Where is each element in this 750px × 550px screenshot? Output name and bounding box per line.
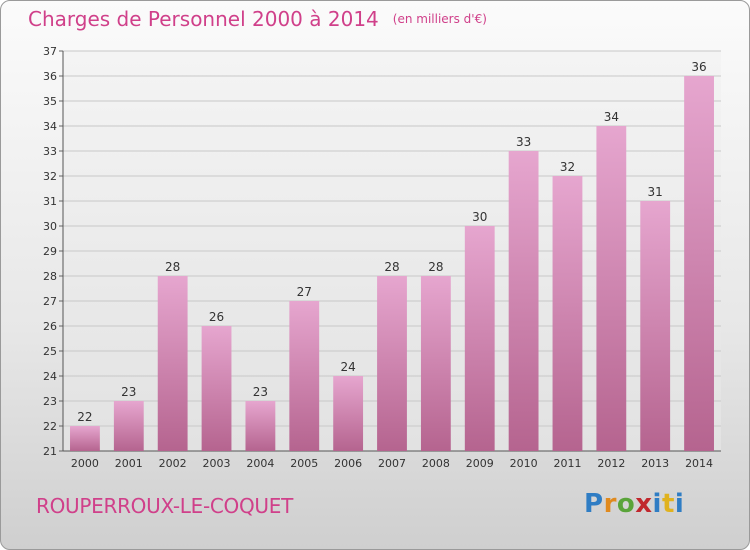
x-tick-label-2003: 2003 bbox=[203, 457, 231, 470]
chart-title: Charges de Personnel 2000 à 2014 (en mill… bbox=[28, 7, 487, 31]
x-tick-label-2007: 2007 bbox=[378, 457, 406, 470]
x-tick-label-2000: 2000 bbox=[71, 457, 99, 470]
commune-name: ROUPERROUX-LE-COQUET bbox=[36, 494, 294, 518]
bar-2011 bbox=[552, 176, 583, 451]
x-tick-label-2006: 2006 bbox=[334, 457, 362, 470]
data-label-2002: 28 bbox=[165, 260, 180, 274]
bar-2001 bbox=[113, 401, 144, 451]
data-label-2003: 26 bbox=[209, 310, 224, 324]
bar-2002 bbox=[157, 276, 188, 451]
x-tick-label-2012: 2012 bbox=[597, 457, 625, 470]
y-tick-label: 29 bbox=[43, 245, 57, 258]
data-label-2014: 36 bbox=[691, 60, 706, 74]
proxiti-logo: Proxiti bbox=[584, 489, 685, 519]
x-tick-label-2002: 2002 bbox=[159, 457, 187, 470]
bar-2012 bbox=[596, 126, 627, 451]
data-label-2008: 28 bbox=[428, 260, 443, 274]
x-tick-label-2009: 2009 bbox=[466, 457, 494, 470]
x-tick-label-2005: 2005 bbox=[290, 457, 318, 470]
x-tick-label-2011: 2011 bbox=[553, 457, 581, 470]
y-tick-label: 21 bbox=[43, 445, 57, 458]
y-tick-label: 25 bbox=[43, 345, 57, 358]
data-label-2010: 33 bbox=[516, 135, 531, 149]
y-tick-label: 35 bbox=[43, 95, 57, 108]
data-label-2013: 31 bbox=[648, 185, 663, 199]
data-label-2012: 34 bbox=[604, 110, 619, 124]
bar-2005 bbox=[289, 301, 320, 451]
bar-2013 bbox=[640, 201, 671, 451]
y-tick-label: 32 bbox=[43, 170, 57, 183]
bar-2000 bbox=[70, 426, 100, 451]
x-tick-label-2014: 2014 bbox=[685, 457, 713, 470]
bar-2007 bbox=[377, 276, 407, 451]
y-tick-label: 33 bbox=[43, 145, 57, 158]
data-label-2005: 27 bbox=[297, 285, 312, 299]
y-tick-label: 34 bbox=[43, 120, 57, 133]
data-label-2006: 24 bbox=[340, 360, 355, 374]
y-tick-label: 31 bbox=[43, 195, 57, 208]
chart-title-text: Charges de Personnel 2000 à 2014 bbox=[28, 7, 379, 31]
bar-2004 bbox=[245, 401, 276, 451]
bar-2008 bbox=[420, 276, 451, 451]
x-tick-label-2004: 2004 bbox=[246, 457, 274, 470]
y-tick-label: 30 bbox=[43, 220, 57, 233]
y-tick-label: 27 bbox=[43, 295, 57, 308]
bar-2003 bbox=[201, 326, 232, 451]
data-label-2009: 30 bbox=[472, 210, 487, 224]
y-tick-label: 37 bbox=[43, 45, 57, 58]
bar-2010 bbox=[508, 151, 539, 451]
x-tick-label-2008: 2008 bbox=[422, 457, 450, 470]
y-tick-label: 24 bbox=[43, 370, 57, 383]
x-tick-label-2013: 2013 bbox=[641, 457, 669, 470]
bar-2014 bbox=[684, 76, 714, 451]
y-tick-label: 26 bbox=[43, 320, 57, 333]
bar-2009 bbox=[464, 226, 495, 451]
x-tick-label-2001: 2001 bbox=[115, 457, 143, 470]
y-tick-label: 36 bbox=[43, 70, 57, 83]
y-tick-label: 28 bbox=[43, 270, 57, 283]
y-tick-label: 23 bbox=[43, 395, 57, 408]
data-label-2007: 28 bbox=[384, 260, 399, 274]
data-label-2000: 22 bbox=[77, 410, 92, 424]
data-label-2004: 23 bbox=[253, 385, 268, 399]
y-tick-label: 22 bbox=[43, 420, 57, 433]
chart-subtitle: (en milliers d'€) bbox=[392, 12, 487, 26]
x-tick-label-2010: 2010 bbox=[510, 457, 538, 470]
data-label-2001: 23 bbox=[121, 385, 136, 399]
bar-2006 bbox=[333, 376, 364, 451]
data-label-2011: 32 bbox=[560, 160, 575, 174]
